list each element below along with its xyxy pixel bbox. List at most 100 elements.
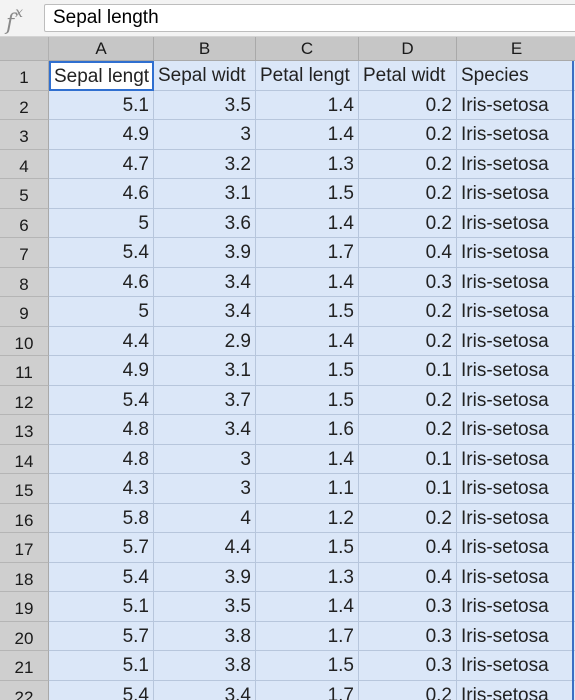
- table-cell[interactable]: 0.1: [359, 356, 457, 386]
- table-cell[interactable]: 2.9: [154, 326, 256, 356]
- table-cell[interactable]: 4.4: [154, 533, 256, 563]
- table-cell[interactable]: 1.4: [256, 90, 359, 120]
- table-cell[interactable]: 3: [154, 474, 256, 504]
- table-cell[interactable]: 0.2: [359, 297, 457, 327]
- table-cell[interactable]: 4: [154, 503, 256, 533]
- table-cell[interactable]: Iris-setosa: [457, 385, 575, 415]
- table-cell[interactable]: 3.5: [154, 592, 256, 622]
- table-cell[interactable]: 1.5: [256, 385, 359, 415]
- table-cell[interactable]: Iris-setosa: [457, 503, 575, 533]
- table-cell[interactable]: 1.1: [256, 474, 359, 504]
- table-cell[interactable]: Iris-setosa: [457, 680, 575, 700]
- table-cell[interactable]: 0.3: [359, 651, 457, 681]
- row-header[interactable]: 21: [0, 651, 49, 681]
- table-cell[interactable]: 1.4: [256, 444, 359, 474]
- row-header[interactable]: 18: [0, 562, 49, 592]
- table-cell[interactable]: 3.4: [154, 297, 256, 327]
- table-cell[interactable]: 5.7: [49, 621, 154, 651]
- table-cell[interactable]: 5.1: [49, 90, 154, 120]
- table-cell[interactable]: 4.3: [49, 474, 154, 504]
- table-cell[interactable]: 5.1: [49, 651, 154, 681]
- table-cell[interactable]: Iris-setosa: [457, 651, 575, 681]
- table-cell[interactable]: 4.8: [49, 444, 154, 474]
- table-cell[interactable]: 5: [49, 297, 154, 327]
- table-cell[interactable]: Iris-setosa: [457, 179, 575, 209]
- table-cell[interactable]: Iris-setosa: [457, 621, 575, 651]
- table-cell[interactable]: Iris-setosa: [457, 149, 575, 179]
- table-cell[interactable]: 0.3: [359, 592, 457, 622]
- row-header[interactable]: 15: [0, 474, 49, 504]
- table-cell[interactable]: 1.7: [256, 680, 359, 700]
- table-cell[interactable]: 0.4: [359, 238, 457, 268]
- column-header-e[interactable]: E: [457, 37, 575, 61]
- table-cell[interactable]: 3.9: [154, 562, 256, 592]
- table-cell[interactable]: 0.2: [359, 120, 457, 150]
- column-header-d[interactable]: D: [359, 37, 457, 61]
- table-cell[interactable]: Iris-setosa: [457, 208, 575, 238]
- table-cell[interactable]: 0.2: [359, 680, 457, 700]
- row-header[interactable]: 8: [0, 267, 49, 297]
- table-cell[interactable]: Species: [457, 61, 575, 91]
- table-cell[interactable]: 5.4: [49, 562, 154, 592]
- table-cell[interactable]: 3.4: [154, 680, 256, 700]
- table-cell[interactable]: 0.2: [359, 208, 457, 238]
- table-cell[interactable]: 0.1: [359, 444, 457, 474]
- table-cell[interactable]: 3.5: [154, 90, 256, 120]
- table-cell[interactable]: 4.8: [49, 415, 154, 445]
- table-cell[interactable]: 1.5: [256, 533, 359, 563]
- row-header[interactable]: 3: [0, 120, 49, 150]
- table-cell[interactable]: 3.2: [154, 149, 256, 179]
- table-cell[interactable]: Iris-setosa: [457, 90, 575, 120]
- row-header[interactable]: 1: [0, 61, 49, 91]
- table-cell[interactable]: 3.8: [154, 621, 256, 651]
- row-header[interactable]: 7: [0, 238, 49, 268]
- table-cell[interactable]: 0.3: [359, 267, 457, 297]
- table-cell[interactable]: Iris-setosa: [457, 120, 575, 150]
- table-cell[interactable]: Iris-setosa: [457, 238, 575, 268]
- table-cell[interactable]: 4.6: [49, 179, 154, 209]
- table-cell[interactable]: 3.6: [154, 208, 256, 238]
- select-all-corner[interactable]: [0, 37, 49, 61]
- table-cell[interactable]: 0.4: [359, 562, 457, 592]
- table-cell[interactable]: 1.6: [256, 415, 359, 445]
- table-cell[interactable]: 1.5: [256, 356, 359, 386]
- table-cell[interactable]: 1.4: [256, 120, 359, 150]
- table-cell[interactable]: Petal lengt: [256, 61, 359, 91]
- table-cell[interactable]: Iris-setosa: [457, 356, 575, 386]
- table-cell[interactable]: 0.2: [359, 503, 457, 533]
- table-cell[interactable]: Iris-setosa: [457, 533, 575, 563]
- table-cell[interactable]: 3.9: [154, 238, 256, 268]
- row-header[interactable]: 11: [0, 356, 49, 386]
- row-header[interactable]: 19: [0, 592, 49, 622]
- table-cell[interactable]: 5.4: [49, 680, 154, 700]
- table-cell[interactable]: 1.4: [256, 267, 359, 297]
- table-cell[interactable]: 5.4: [49, 385, 154, 415]
- row-header[interactable]: 5: [0, 179, 49, 209]
- table-cell[interactable]: 1.4: [256, 592, 359, 622]
- table-cell[interactable]: 0.2: [359, 149, 457, 179]
- table-cell[interactable]: 4.7: [49, 149, 154, 179]
- table-cell[interactable]: 4.6: [49, 267, 154, 297]
- active-cell[interactable]: Sepal lengt: [49, 61, 154, 91]
- table-cell[interactable]: Iris-setosa: [457, 444, 575, 474]
- table-cell[interactable]: 1.2: [256, 503, 359, 533]
- table-cell[interactable]: 3.8: [154, 651, 256, 681]
- table-cell[interactable]: Sepal widt: [154, 61, 256, 91]
- table-cell[interactable]: 5.7: [49, 533, 154, 563]
- row-header[interactable]: 17: [0, 533, 49, 563]
- table-cell[interactable]: 5.1: [49, 592, 154, 622]
- table-cell[interactable]: 4.4: [49, 326, 154, 356]
- row-header[interactable]: 12: [0, 385, 49, 415]
- table-cell[interactable]: 5: [49, 208, 154, 238]
- table-cell[interactable]: Iris-setosa: [457, 562, 575, 592]
- table-cell[interactable]: 4.9: [49, 356, 154, 386]
- column-header-a[interactable]: A: [49, 37, 154, 61]
- table-cell[interactable]: 1.7: [256, 238, 359, 268]
- table-cell[interactable]: 3: [154, 120, 256, 150]
- row-header[interactable]: 4: [0, 149, 49, 179]
- table-cell[interactable]: Iris-setosa: [457, 592, 575, 622]
- table-cell[interactable]: 1.5: [256, 297, 359, 327]
- table-cell[interactable]: 1.7: [256, 621, 359, 651]
- row-header[interactable]: 2: [0, 90, 49, 120]
- table-cell[interactable]: 1.5: [256, 651, 359, 681]
